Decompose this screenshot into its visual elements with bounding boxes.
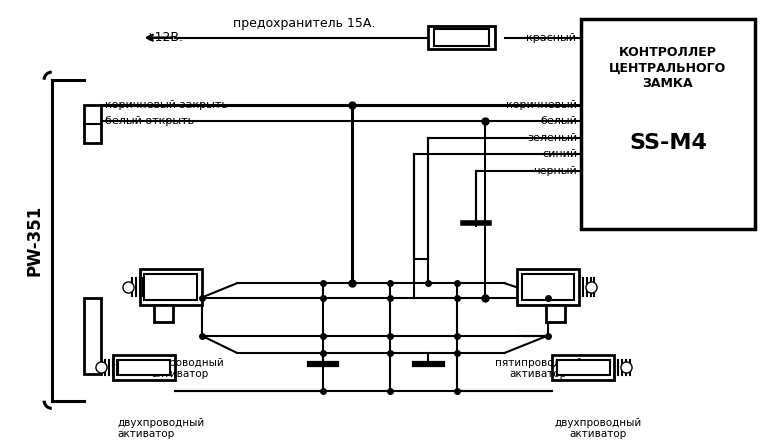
Text: двухпроводный
активатор: двухпроводный активатор [554,418,641,439]
Text: пятипроводный
активатор: пятипроводный активатор [137,358,224,379]
Bar [557,360,610,375]
Bar [113,355,175,380]
Text: ЦЕНТРАЛЬНОГО: ЦЕНТРАЛЬНОГО [609,62,726,75]
Text: белый: белый [540,116,577,126]
Bar [428,26,495,49]
Bar [434,29,490,46]
Text: коричневый закрыть: коричневый закрыть [105,99,228,110]
Bar [140,269,202,305]
Text: КОНТРОЛЛЕР: КОНТРОЛЛЕР [619,46,717,58]
Bar [117,360,170,375]
Text: синий: синий [542,149,577,159]
Bar [517,269,579,305]
Text: ЗАМКА: ЗАМКА [643,77,693,90]
Bar [545,305,565,322]
Text: белый открыть: белый открыть [105,116,194,126]
Bar [581,19,755,229]
Text: черный: черный [534,167,577,176]
Text: пятипроводный
активатор: пятипроводный активатор [495,358,582,379]
Text: двухпроводный
активатор: двухпроводный активатор [117,418,205,439]
Text: +12В.: +12В. [145,31,183,44]
Bar [84,105,102,143]
Bar [552,355,615,380]
Text: коричневый: коричневый [506,99,577,110]
Text: PW-351: PW-351 [26,205,44,276]
Text: красный: красный [526,33,577,43]
Bar [145,274,197,301]
Bar [84,297,102,374]
Bar [154,305,173,322]
Text: зеленый: зеленый [527,133,577,143]
Text: SS-M4: SS-M4 [629,133,707,153]
Bar [522,274,574,301]
Text: предохранитель 15А.: предохранитель 15А. [233,17,375,30]
